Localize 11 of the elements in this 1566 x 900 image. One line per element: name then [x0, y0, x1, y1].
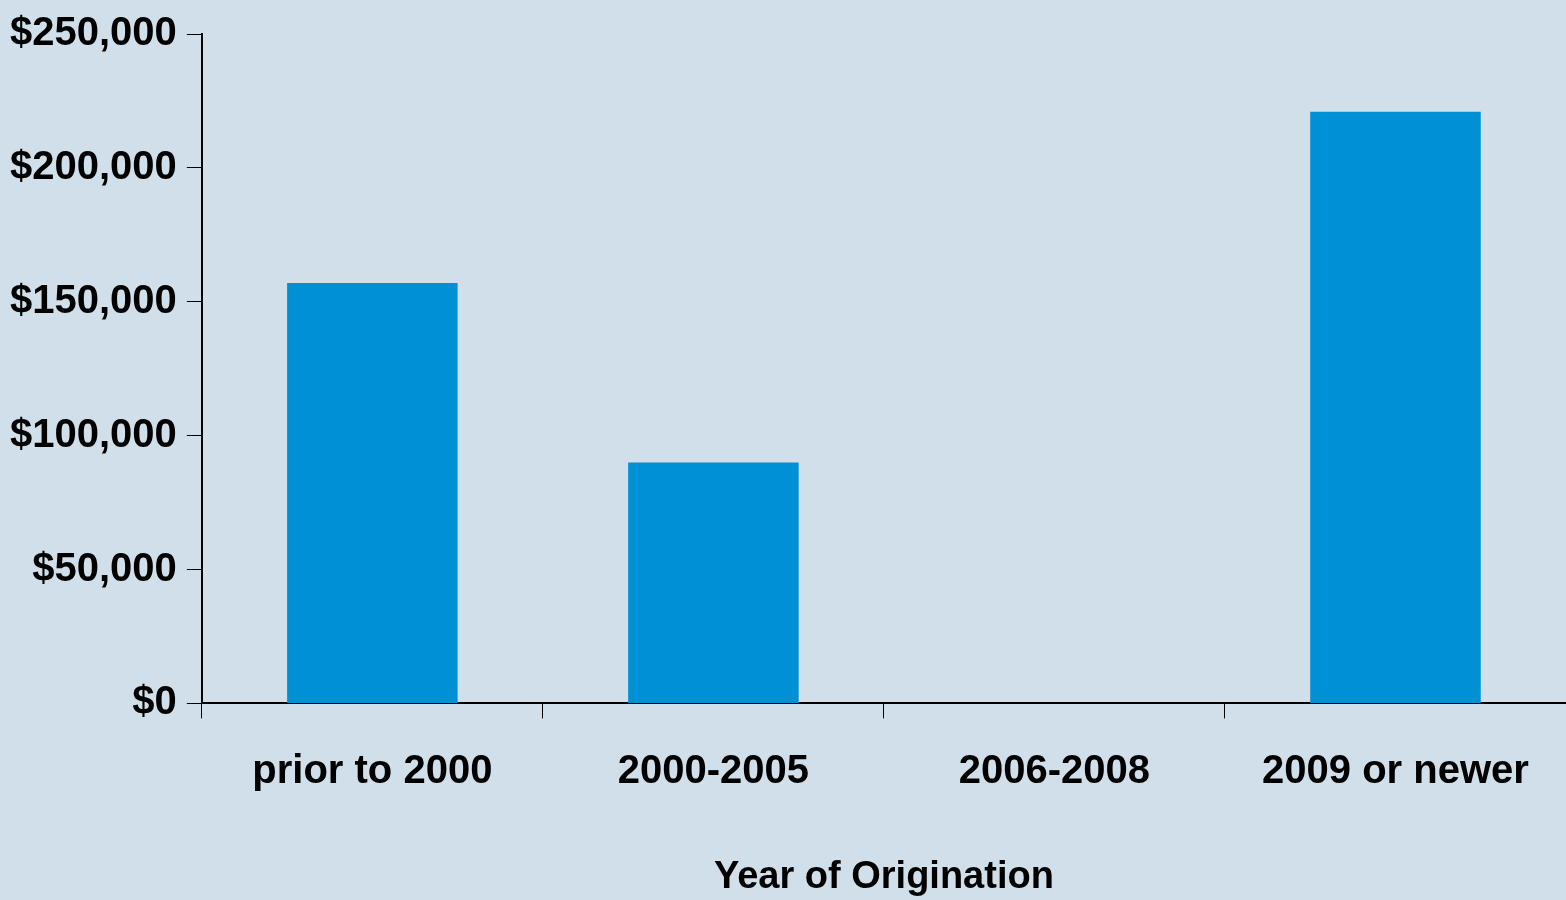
x-tick-label: 2009 or newer	[1262, 747, 1529, 792]
y-tick-label: $0	[132, 678, 177, 723]
y-tick-label: $50,000	[32, 544, 177, 589]
x-axis-title: Year of Origination	[713, 853, 1054, 896]
y-tick-label: $200,000	[9, 142, 177, 187]
y-tick-label: $250,000	[9, 9, 177, 54]
y-tick-label: $150,000	[9, 276, 177, 321]
y-tick-label: $100,000	[9, 410, 177, 455]
x-tick-label: prior to 2000	[252, 747, 493, 792]
x-tick-label: 2000-2005	[617, 747, 810, 792]
x-tick-label: 2006-2008	[958, 747, 1151, 792]
